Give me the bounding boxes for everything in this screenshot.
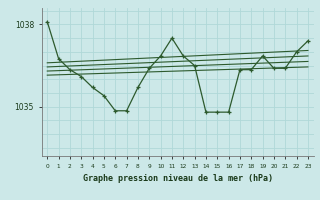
X-axis label: Graphe pression niveau de la mer (hPa): Graphe pression niveau de la mer (hPa) (83, 174, 273, 183)
